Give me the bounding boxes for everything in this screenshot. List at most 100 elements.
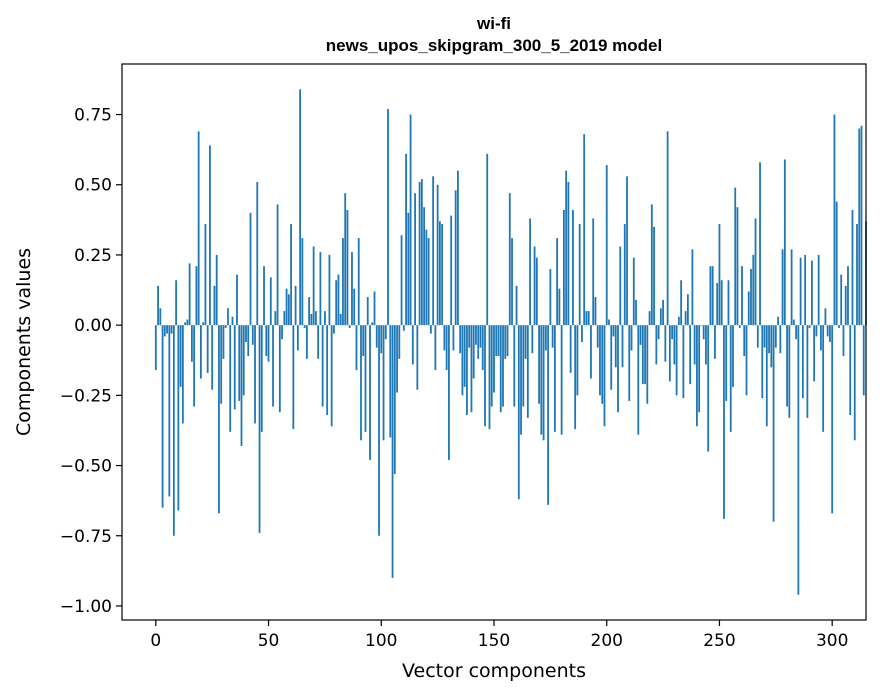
- bar: [342, 238, 344, 326]
- bar: [402, 325, 405, 331]
- bar: [190, 325, 193, 362]
- bar: [175, 280, 178, 326]
- bar: [544, 325, 547, 351]
- bar: [344, 193, 347, 326]
- bar: [486, 153, 489, 326]
- bar: [743, 325, 746, 357]
- bar: [258, 325, 261, 533]
- bar: [378, 325, 380, 536]
- bar: [583, 134, 586, 326]
- bar: [369, 325, 371, 460]
- bar: [700, 325, 703, 326]
- bar: [305, 325, 308, 359]
- bar: [488, 325, 491, 430]
- bar: [181, 325, 184, 424]
- bar: [170, 325, 173, 334]
- bar: [405, 153, 407, 326]
- bar: [840, 274, 843, 326]
- bar: [303, 325, 306, 328]
- bar: [547, 325, 550, 505]
- bar: [479, 325, 482, 348]
- bar: [664, 325, 667, 362]
- bar: [321, 325, 324, 407]
- bar: [457, 170, 459, 326]
- bar: [497, 325, 500, 357]
- y-tick-label: 0.75: [74, 106, 112, 126]
- bar: [166, 325, 168, 334]
- bar: [817, 254, 820, 326]
- bar: [689, 325, 692, 385]
- bar: [808, 325, 811, 328]
- y-tick-label: −0.25: [60, 386, 112, 406]
- bar: [858, 128, 861, 326]
- bar: [278, 325, 281, 413]
- bar: [423, 207, 426, 326]
- bar: [641, 325, 644, 385]
- bar: [339, 313, 342, 326]
- bar: [639, 325, 642, 345]
- bar: [562, 210, 565, 326]
- bar: [707, 325, 710, 452]
- bar: [614, 325, 617, 368]
- bar: [502, 325, 504, 407]
- bar: [745, 325, 748, 396]
- x-tick-label: 300: [816, 631, 848, 651]
- bar: [222, 325, 225, 359]
- bar: [389, 325, 392, 438]
- bar: [290, 224, 292, 326]
- bar: [810, 260, 813, 326]
- bar: [590, 325, 592, 379]
- bar: [572, 210, 574, 326]
- bar: [759, 162, 761, 326]
- bar: [373, 291, 376, 326]
- bar: [355, 325, 358, 371]
- bar: [581, 325, 583, 342]
- bar: [799, 257, 802, 326]
- bar: [247, 325, 250, 357]
- bar: [856, 224, 858, 326]
- bar: [842, 325, 845, 357]
- bar: [409, 114, 412, 326]
- x-tick-label: 100: [365, 631, 397, 651]
- bar: [242, 325, 245, 396]
- x-tick-label: 0: [150, 631, 161, 651]
- bar: [779, 325, 782, 354]
- bar: [696, 325, 698, 427]
- bar: [294, 285, 297, 326]
- bar: [801, 325, 804, 399]
- bar: [556, 238, 559, 326]
- bar: [813, 325, 816, 382]
- bar: [578, 224, 581, 326]
- bar: [756, 325, 759, 348]
- bar: [328, 254, 331, 326]
- bar: [569, 325, 572, 373]
- bar: [549, 268, 552, 326]
- bar: [263, 266, 265, 326]
- bar: [184, 322, 187, 326]
- bar: [438, 221, 441, 326]
- bar: [673, 325, 676, 365]
- bar: [326, 325, 329, 416]
- bar: [551, 325, 554, 348]
- bar: [822, 325, 825, 432]
- bar: [333, 325, 335, 334]
- bar: [752, 254, 755, 326]
- bar: [592, 218, 595, 326]
- bar: [396, 325, 398, 393]
- bar: [188, 263, 191, 326]
- bar: [619, 246, 622, 326]
- bar: [747, 291, 750, 326]
- bar: [382, 325, 385, 441]
- bar: [335, 280, 338, 326]
- bar: [736, 207, 739, 326]
- bar: [804, 254, 807, 326]
- bar: [853, 325, 856, 441]
- bar: [655, 325, 658, 365]
- bar: [831, 325, 834, 514]
- bar: [411, 325, 414, 365]
- bar: [646, 325, 649, 404]
- x-tick-label: 250: [703, 631, 735, 651]
- x-tick-label: 50: [258, 631, 280, 651]
- bar: [360, 325, 362, 441]
